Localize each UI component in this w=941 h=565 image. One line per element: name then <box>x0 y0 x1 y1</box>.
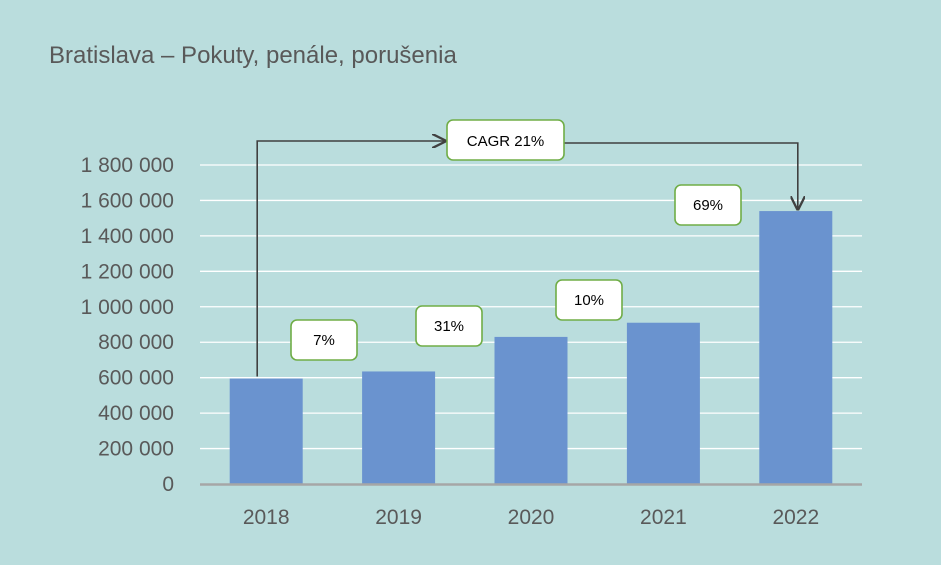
growth-callout-label: 7% <box>313 332 335 349</box>
x-tick-label: 2021 <box>640 506 687 529</box>
y-tick-label: 400 000 <box>98 402 174 425</box>
x-tick-label: 2022 <box>772 506 819 529</box>
x-tick-label: 2019 <box>375 506 422 529</box>
x-axis-labels: 2018 2019 2020 2021 2022 <box>243 506 819 529</box>
bar-2018 <box>229 378 303 484</box>
growth-callouts: 7% 31% 10% 69% <box>290 184 742 361</box>
growth-callout: 69% <box>674 184 742 226</box>
x-tick-label: 2018 <box>243 506 290 529</box>
x-tick-label: 2020 <box>508 506 555 529</box>
cagr-annotation: CAGR 21% <box>256 119 798 377</box>
cagr-label: CAGR 21% <box>467 133 545 150</box>
y-axis-labels: 0 200 000 400 000 600 000 800 000 1 000 000 1 … <box>81 154 174 496</box>
growth-callout-box <box>290 319 358 361</box>
cagr-callout: CAGR 21% <box>446 119 565 161</box>
cagr-arrow-left <box>256 141 445 377</box>
bar-2021 <box>626 322 700 484</box>
y-tick-label: 800 000 <box>98 331 174 354</box>
bar-2022 <box>759 211 833 485</box>
growth-callout-box <box>415 305 483 347</box>
cagr-callout-box <box>446 119 565 161</box>
y-tick-label: 600 000 <box>98 367 174 390</box>
cagr-arrow-right <box>564 142 798 209</box>
bar-2020 <box>494 336 568 484</box>
y-tick-label: 1 400 000 <box>81 225 174 248</box>
growth-callout-label: 10% <box>574 292 604 309</box>
y-tick-label: 1 000 000 <box>81 296 174 319</box>
growth-callout-box <box>555 279 623 321</box>
y-tick-label: 200 000 <box>98 438 174 461</box>
bar-2019 <box>362 371 436 484</box>
growth-callout: 10% <box>555 279 623 321</box>
growth-callout: 7% <box>290 319 358 361</box>
growth-callout-label: 69% <box>693 197 723 214</box>
growth-callout-box <box>674 184 742 226</box>
y-tick-label: 0 <box>162 473 174 496</box>
y-tick-label: 1 800 000 <box>81 154 174 177</box>
chart-title: Bratislava – Pokuty, penále, porušenia <box>49 42 457 69</box>
bars <box>229 211 833 485</box>
growth-callout-label: 31% <box>434 318 464 335</box>
y-tick-label: 1 200 000 <box>81 260 174 283</box>
y-tick-label: 1 600 000 <box>81 189 174 212</box>
growth-callout: 31% <box>415 305 483 347</box>
